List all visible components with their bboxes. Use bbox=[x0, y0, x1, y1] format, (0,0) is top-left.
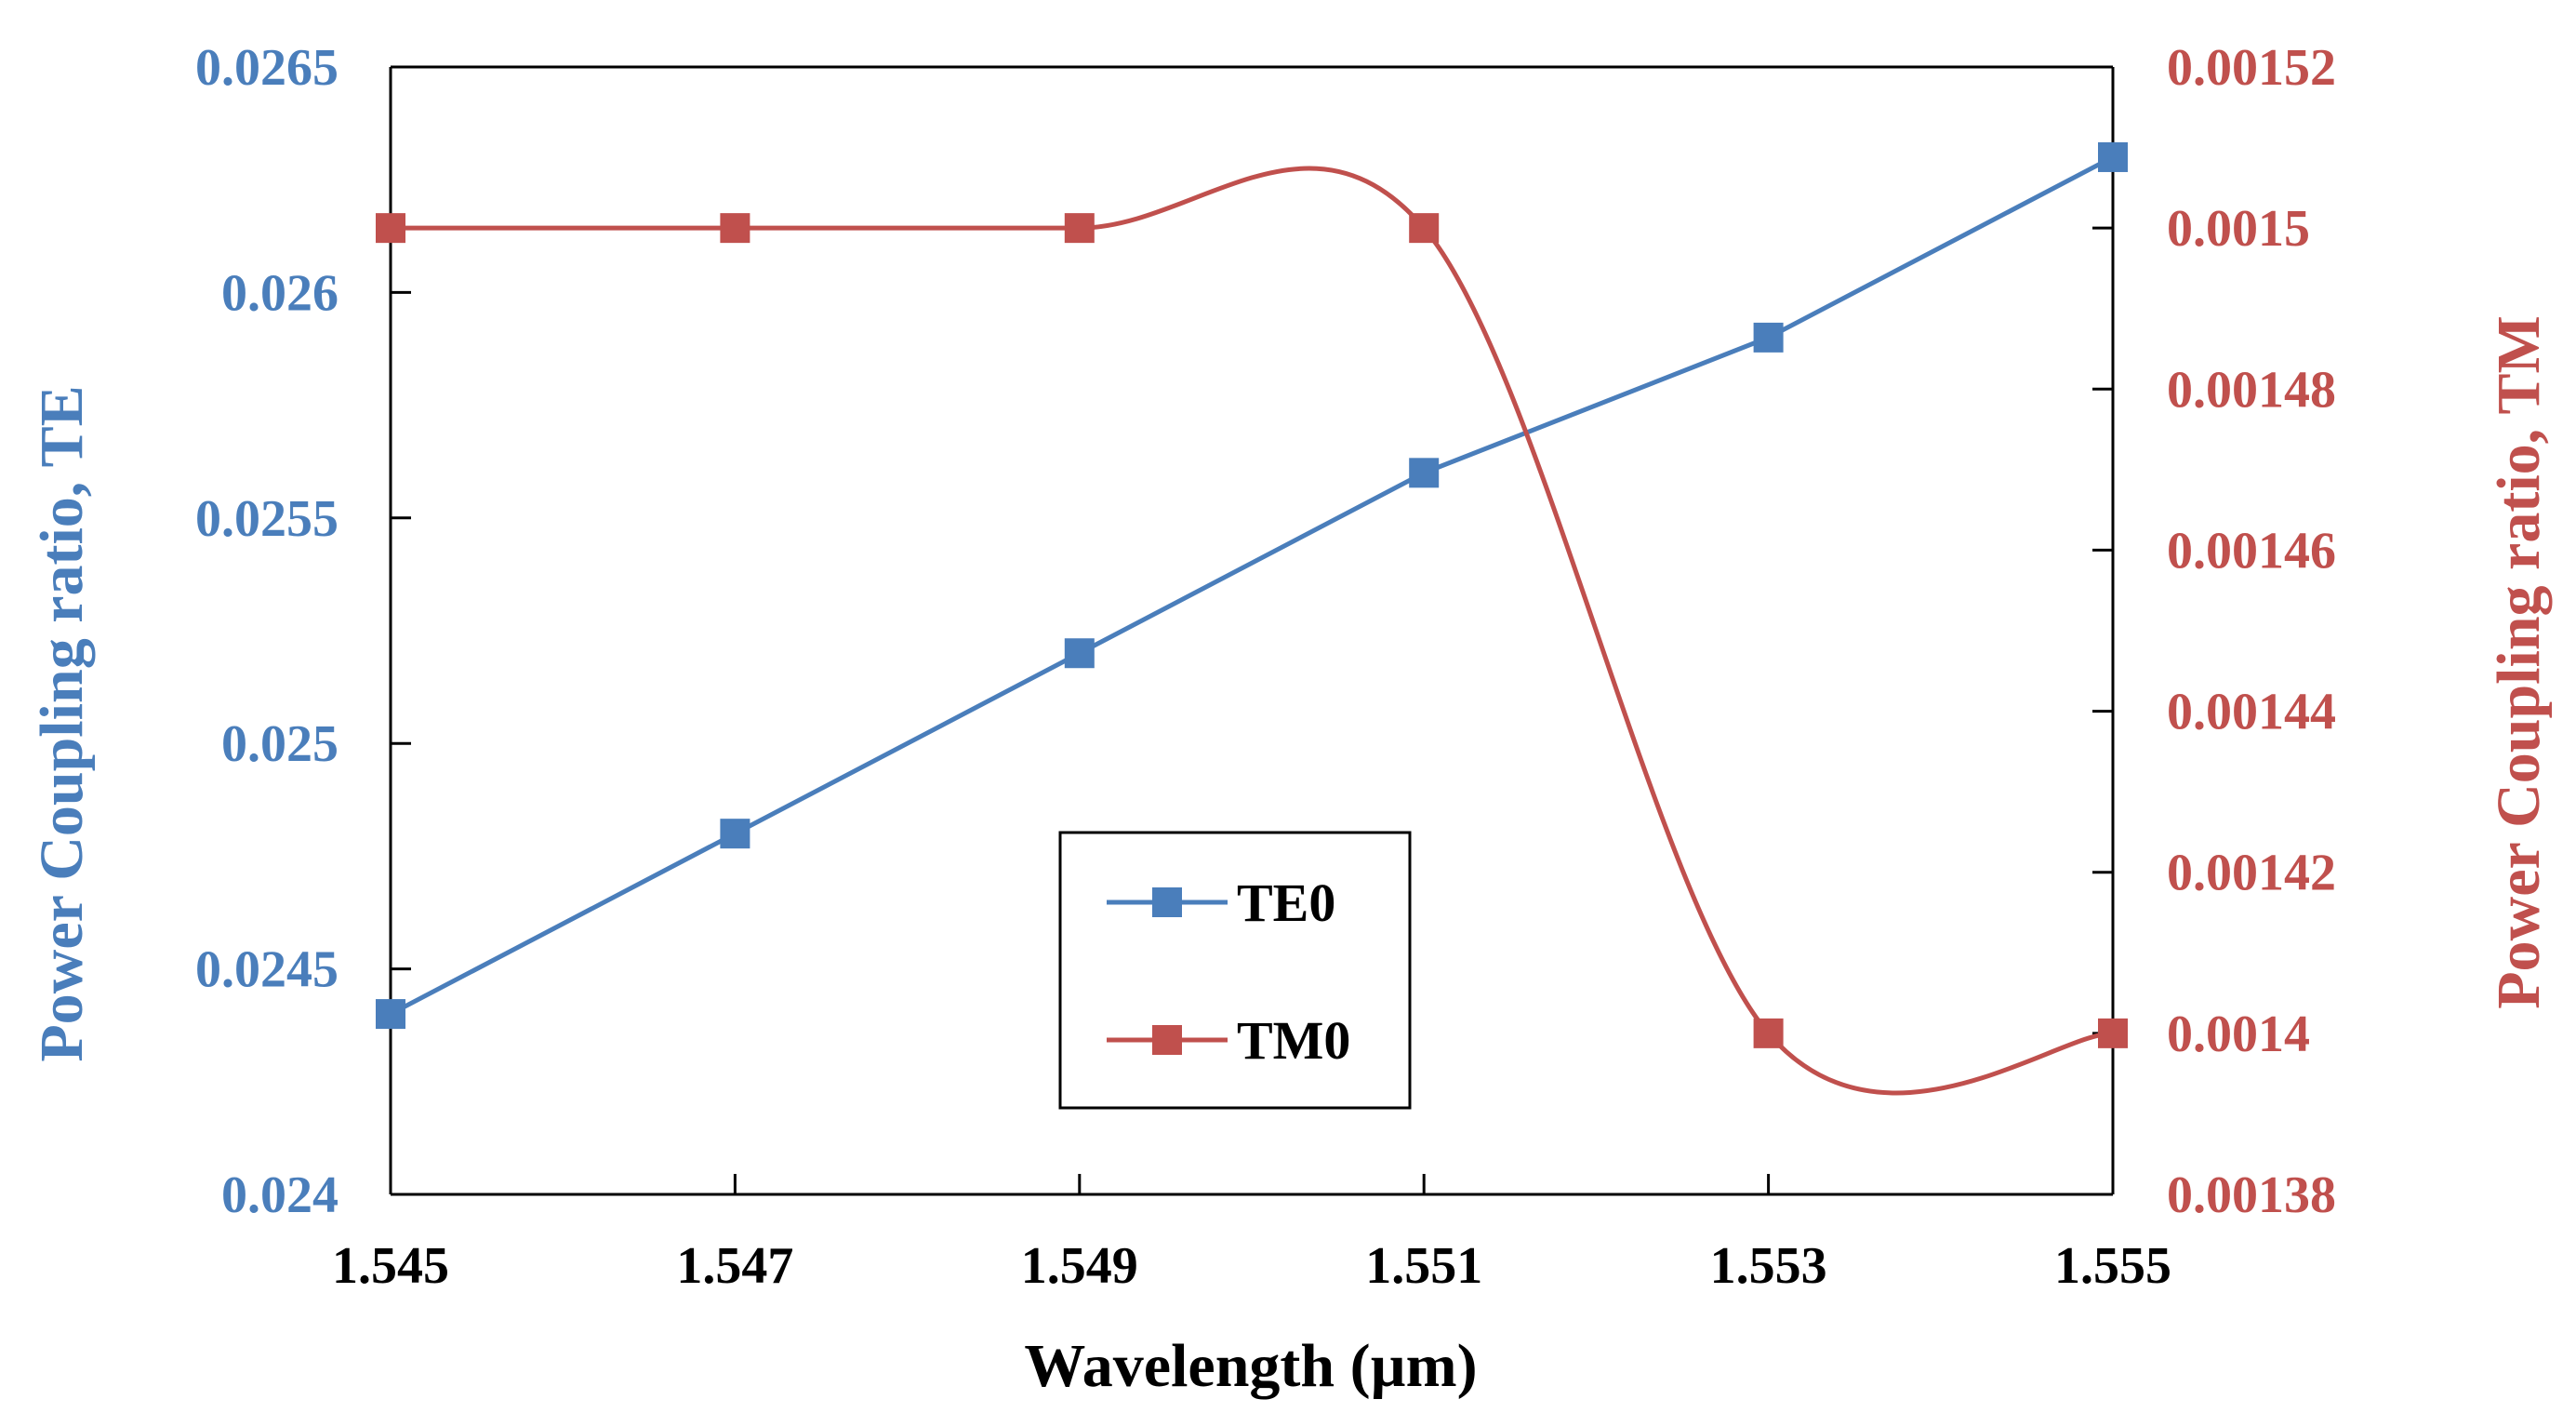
y-left-tick-label: 0.0255 bbox=[195, 490, 339, 548]
y-left-tick-label: 0.0245 bbox=[195, 941, 339, 999]
y-right-tick-label: 0.00142 bbox=[2167, 845, 2336, 902]
axis-titles: Wavelength (µm) Power Coupling ratio, TE… bbox=[28, 315, 2553, 1400]
legend: TE0 TM0 bbox=[1058, 831, 1412, 1110]
y-right-tick-label: 0.00152 bbox=[2167, 39, 2336, 97]
y-left-tick-label: 0.025 bbox=[221, 715, 339, 773]
y-left-tick-label: 0.0265 bbox=[195, 39, 339, 97]
series-point-tm0 bbox=[1409, 213, 1440, 244]
x-tick-label: 1.553 bbox=[1710, 1237, 1827, 1295]
ticks: 1.545 1.547 1.549 1.551 1.553 1.555 0.024 0.024… bbox=[195, 39, 2336, 1295]
legend-box bbox=[1058, 831, 1412, 1110]
y-left-tick-label: 0.026 bbox=[221, 264, 339, 322]
series-layer bbox=[376, 141, 2128, 1096]
y-right-tick-label: 0.0014 bbox=[2167, 1006, 2310, 1063]
y-left-tick-label: 0.024 bbox=[221, 1166, 339, 1224]
series-point-te0 bbox=[1753, 322, 1784, 353]
x-tick-label: 1.555 bbox=[2054, 1237, 2171, 1295]
series-point-te0 bbox=[2098, 141, 2128, 172]
series-point-te0 bbox=[376, 999, 405, 1030]
x-tick-label: 1.549 bbox=[1021, 1237, 1138, 1295]
x-tick-label: 1.547 bbox=[676, 1237, 793, 1295]
series-point-te0 bbox=[1409, 458, 1440, 488]
x-axis-title: Wavelength (µm) bbox=[1024, 1332, 1477, 1400]
legend-marker-te0 bbox=[1152, 887, 1182, 917]
y-right-tick-label: 0.00146 bbox=[2167, 522, 2336, 580]
legend-label-te0: TE0 bbox=[1237, 873, 1335, 933]
y-right-tick-label: 0.0015 bbox=[2167, 200, 2310, 258]
series-point-te0 bbox=[1064, 638, 1095, 669]
legend-marker-tm0 bbox=[1152, 1025, 1182, 1055]
y-axis-left-title: Power Coupling ratio, TE bbox=[28, 385, 96, 1061]
y-right-tick-label: 0.00148 bbox=[2167, 361, 2336, 419]
series-point-tm0 bbox=[1753, 1018, 1784, 1048]
series-point-tm0 bbox=[376, 213, 405, 244]
series-line-te0 bbox=[389, 154, 2115, 1017]
x-tick-label: 1.551 bbox=[1365, 1237, 1482, 1295]
y-axis-right-title: Power Coupling ratio, TM bbox=[2485, 315, 2553, 1009]
series-point-tm0 bbox=[2098, 1018, 2128, 1048]
x-tick-label: 1.545 bbox=[332, 1237, 449, 1295]
series-point-te0 bbox=[720, 819, 750, 849]
y-right-tick-label: 0.00138 bbox=[2167, 1166, 2336, 1224]
series-point-tm0 bbox=[720, 213, 750, 244]
legend-label-tm0: TM0 bbox=[1237, 1010, 1350, 1071]
y-right-tick-label: 0.00144 bbox=[2167, 684, 2336, 741]
series-point-tm0 bbox=[1064, 213, 1095, 244]
